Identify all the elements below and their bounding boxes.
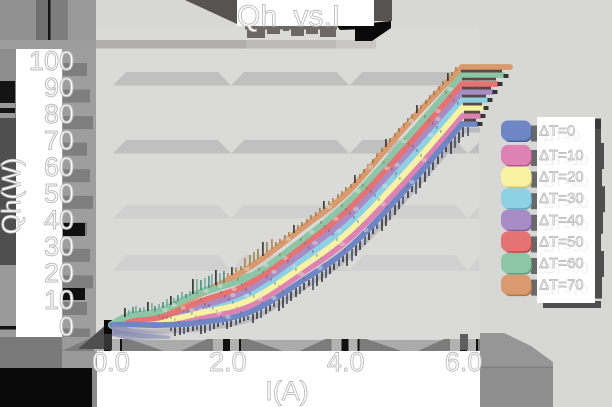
svg-text:ΔT=30: ΔT=30 <box>544 195 589 212</box>
svg-text:30: 30 <box>44 232 74 262</box>
svg-text:ΔT=20: ΔT=20 <box>539 169 584 186</box>
svg-text:Qh vs.I: Qh vs.I <box>237 0 340 33</box>
svg-text:2.0: 2.0 <box>209 347 247 377</box>
svg-text:ΔT=0: ΔT=0 <box>544 128 580 145</box>
svg-text:ΔT=10: ΔT=10 <box>544 152 589 169</box>
svg-text:ΔT=10: ΔT=10 <box>539 147 584 164</box>
svg-text:100: 100 <box>29 46 74 76</box>
svg-text:ΔT=40: ΔT=40 <box>539 212 584 229</box>
svg-text:60: 60 <box>44 152 74 182</box>
svg-text:90: 90 <box>44 72 74 102</box>
svg-text:40: 40 <box>44 205 74 235</box>
svg-text:ΔT=30: ΔT=30 <box>539 190 584 207</box>
svg-text:ΔT=70: ΔT=70 <box>544 282 589 299</box>
svg-text:4.0: 4.0 <box>327 347 365 377</box>
svg-text:ΔT=60: ΔT=60 <box>539 255 584 272</box>
svg-text:ΔT=0: ΔT=0 <box>539 123 575 140</box>
svg-text:80: 80 <box>44 99 74 129</box>
svg-text:20: 20 <box>44 258 74 288</box>
svg-text:ΔT=60: ΔT=60 <box>544 260 589 277</box>
svg-text:ΔT=50: ΔT=50 <box>539 233 584 250</box>
svg-text:I(A): I(A) <box>265 376 309 406</box>
svg-text:ΔT=70: ΔT=70 <box>539 277 584 294</box>
svg-text:6.0: 6.0 <box>445 347 483 377</box>
svg-text:70: 70 <box>44 126 74 156</box>
svg-text:ΔT=40: ΔT=40 <box>544 217 589 234</box>
svg-text:50: 50 <box>44 179 74 209</box>
svg-text:Qh(W): Qh(W) <box>0 158 26 235</box>
svg-text:10: 10 <box>44 285 74 315</box>
svg-text:0: 0 <box>59 311 74 341</box>
svg-text:0.0: 0.0 <box>92 347 130 377</box>
svg-text:ΔT=20: ΔT=20 <box>544 174 589 191</box>
svg-text:ΔT=50: ΔT=50 <box>544 238 589 255</box>
